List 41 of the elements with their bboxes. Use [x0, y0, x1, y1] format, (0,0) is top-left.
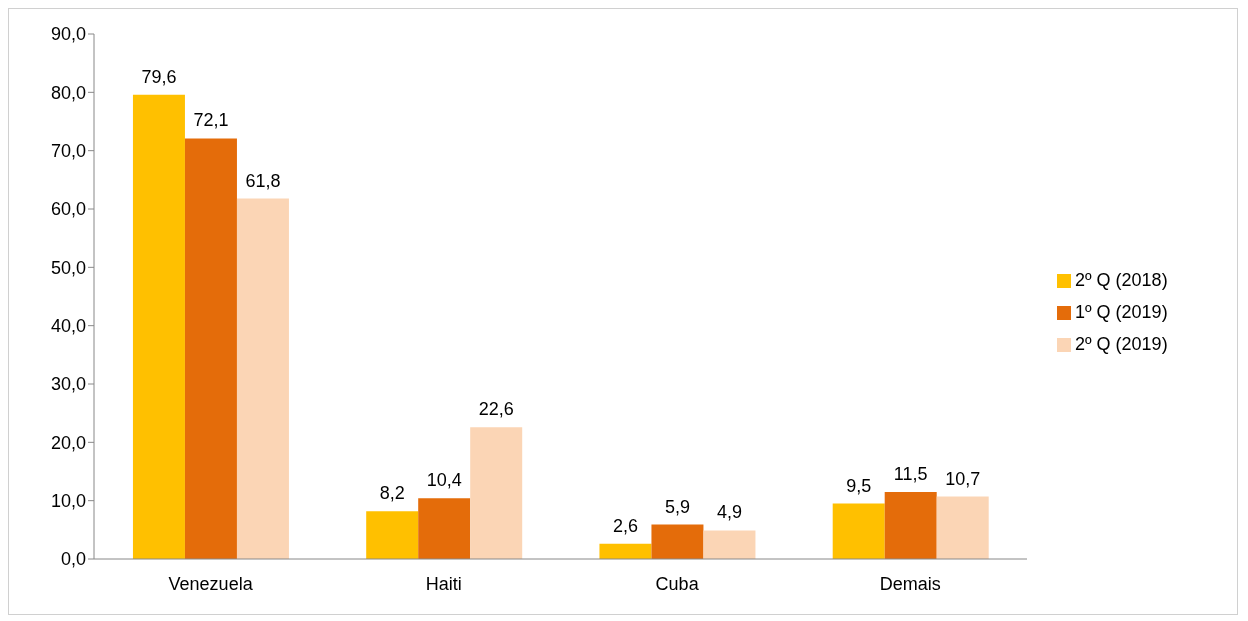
bar	[470, 427, 523, 559]
bar	[703, 530, 756, 559]
data-label: 79,6	[141, 66, 177, 87]
x-tick-label: Cuba	[655, 573, 700, 594]
y-tick-label: 70,0	[50, 141, 86, 162]
bar	[832, 503, 885, 559]
legend-label: 2º Q (2019)	[1075, 333, 1168, 354]
bar	[599, 543, 652, 559]
data-label: 8,2	[379, 483, 405, 504]
bar	[884, 491, 937, 559]
y-tick-label: 0,0	[60, 549, 86, 570]
data-label: 11,5	[893, 463, 928, 484]
bar	[936, 496, 989, 559]
data-label: 10,4	[426, 470, 462, 491]
data-label: 61,8	[245, 170, 281, 191]
legend-label: 2º Q (2018)	[1075, 269, 1168, 290]
data-label: 72,1	[193, 110, 229, 131]
data-label: 9,5	[846, 475, 872, 496]
y-tick-label: 50,0	[50, 257, 86, 278]
data-label: 10,7	[945, 468, 981, 489]
y-tick-label: 20,0	[50, 432, 86, 453]
data-label: 2,6	[612, 515, 638, 536]
x-tick-label: Venezuela	[168, 573, 254, 594]
y-tick-label: 10,0	[50, 491, 86, 512]
bar	[184, 138, 237, 559]
bar	[132, 94, 185, 559]
bar	[236, 198, 289, 559]
y-tick-label: 30,0	[50, 374, 86, 395]
y-tick-label: 60,0	[50, 199, 86, 220]
x-tick-label: Demais	[879, 573, 941, 594]
y-tick-label: 40,0	[50, 316, 86, 337]
data-label: 22,6	[478, 399, 514, 420]
bar	[418, 498, 471, 559]
data-label: 5,9	[664, 496, 690, 517]
y-tick-label: 80,0	[50, 82, 86, 103]
bar	[651, 524, 704, 559]
y-tick-label: 90,0	[50, 24, 86, 45]
x-tick-label: Haiti	[425, 573, 462, 594]
bar	[366, 511, 419, 559]
legend-label: 1º Q (2019)	[1075, 301, 1168, 322]
data-label: 4,9	[716, 502, 742, 523]
